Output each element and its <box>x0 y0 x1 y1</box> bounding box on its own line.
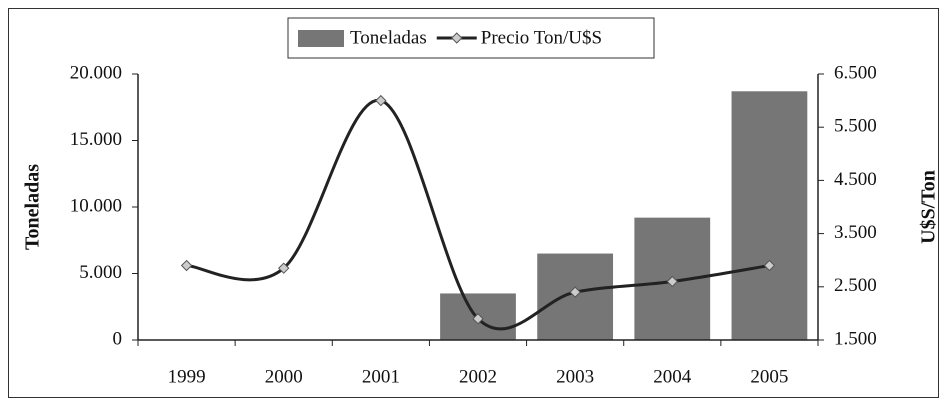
x-tick-label: 2005 <box>750 366 788 387</box>
legend-marker <box>451 32 463 44</box>
x-tick-label: 2000 <box>265 366 303 387</box>
x-tick-label: 2001 <box>362 366 400 387</box>
price-marker <box>278 262 290 274</box>
y-tick-label: 10.000 <box>70 195 122 216</box>
y2-tick-label: 3.500 <box>834 222 877 243</box>
x-tick-label: 2003 <box>556 366 594 387</box>
y2-tick-label: 4.500 <box>834 169 877 190</box>
y2-tick-label: 5.500 <box>834 116 877 137</box>
price-marker <box>569 286 581 298</box>
y2-tick-label: 1.500 <box>834 328 877 349</box>
price-marker <box>763 259 776 272</box>
price-marker <box>472 313 484 325</box>
x-tick-label: 2004 <box>653 366 692 387</box>
y-tick-label: 0 <box>113 328 123 349</box>
y-axis-title: Toneladas <box>22 164 44 250</box>
price-marker <box>375 94 387 107</box>
price-marker <box>180 259 193 272</box>
price-line <box>186 99 770 331</box>
bar <box>731 91 808 340</box>
y2-tick-label: 6.500 <box>834 62 877 83</box>
x-tick-label: 1999 <box>168 366 206 387</box>
legend-swatch <box>298 30 344 47</box>
y-tick-label: 20.000 <box>70 62 122 83</box>
price-marker <box>666 275 678 288</box>
legend-label: Toneladas <box>350 27 427 48</box>
y-tick-label: 5.000 <box>79 262 122 283</box>
x-tick-label: 2002 <box>459 366 497 387</box>
y-tick-label: 15.000 <box>70 129 122 150</box>
legend-label: Precio Ton/U$S <box>481 27 602 48</box>
y2-tick-label: 2.500 <box>834 275 877 296</box>
y2-axis-title: U$S/Ton <box>918 170 940 244</box>
